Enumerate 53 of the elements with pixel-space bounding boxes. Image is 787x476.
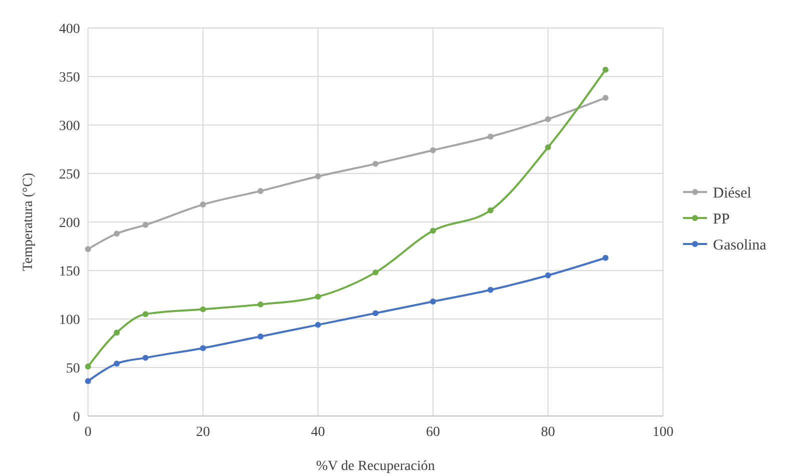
point xyxy=(430,298,436,305)
point xyxy=(602,94,608,101)
point xyxy=(488,134,494,140)
point xyxy=(142,222,148,228)
y-tick-label: 200 xyxy=(59,216,80,231)
point xyxy=(545,272,551,278)
y-tick-label: 250 xyxy=(59,167,80,182)
point xyxy=(114,230,120,237)
point xyxy=(430,147,436,154)
point xyxy=(258,301,264,308)
point xyxy=(545,116,551,122)
point xyxy=(200,306,206,312)
point xyxy=(488,286,494,293)
point xyxy=(430,228,436,234)
point xyxy=(315,173,321,180)
y-axis-title: Temperatura (°C) xyxy=(21,172,36,272)
y-tick-label: 300 xyxy=(59,118,80,134)
y-tick-label: 400 xyxy=(59,22,80,37)
x-tick-label: 20 xyxy=(196,425,210,440)
point xyxy=(372,160,378,167)
point xyxy=(602,254,608,261)
x-tick-label: 60 xyxy=(426,425,440,440)
point xyxy=(85,364,91,370)
point xyxy=(200,202,206,208)
x-tick-label: 100 xyxy=(652,425,674,440)
x-tick-label: 40 xyxy=(311,425,325,440)
x-tick-label: 80 xyxy=(541,425,555,440)
legend-label: PP xyxy=(713,211,730,228)
point xyxy=(142,354,148,361)
point xyxy=(315,322,321,328)
point xyxy=(372,310,378,316)
point xyxy=(372,269,378,276)
point xyxy=(488,207,494,214)
point xyxy=(85,246,91,252)
x-tick-label: 0 xyxy=(84,425,92,440)
point xyxy=(315,294,321,300)
x-axis-title: %V de Recuperación xyxy=(316,459,435,474)
point xyxy=(200,345,206,352)
point xyxy=(602,66,608,73)
point xyxy=(114,360,120,367)
y-tick-label: 350 xyxy=(59,70,80,86)
y-tick-label: 50 xyxy=(66,361,80,376)
legend-label: Gasolina xyxy=(713,237,767,254)
y-tick-label: 0 xyxy=(73,410,80,425)
point xyxy=(85,378,91,384)
y-tick-label: 100 xyxy=(59,312,80,328)
point xyxy=(114,330,120,336)
point xyxy=(258,188,264,194)
point xyxy=(258,333,264,340)
legend-label: Diésel xyxy=(713,185,752,202)
point xyxy=(142,311,148,318)
point xyxy=(545,144,551,150)
y-tick-label: 150 xyxy=(59,264,80,280)
